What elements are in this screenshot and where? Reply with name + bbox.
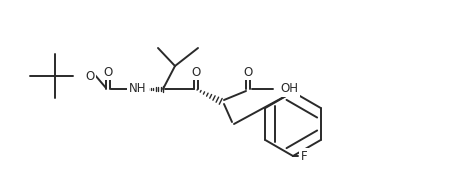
Text: O: O xyxy=(191,66,201,79)
Text: F: F xyxy=(301,149,308,162)
Text: O: O xyxy=(103,66,113,79)
Text: NH: NH xyxy=(129,82,147,95)
Text: O: O xyxy=(85,70,95,82)
Text: O: O xyxy=(243,66,253,79)
Text: OH: OH xyxy=(280,82,298,95)
